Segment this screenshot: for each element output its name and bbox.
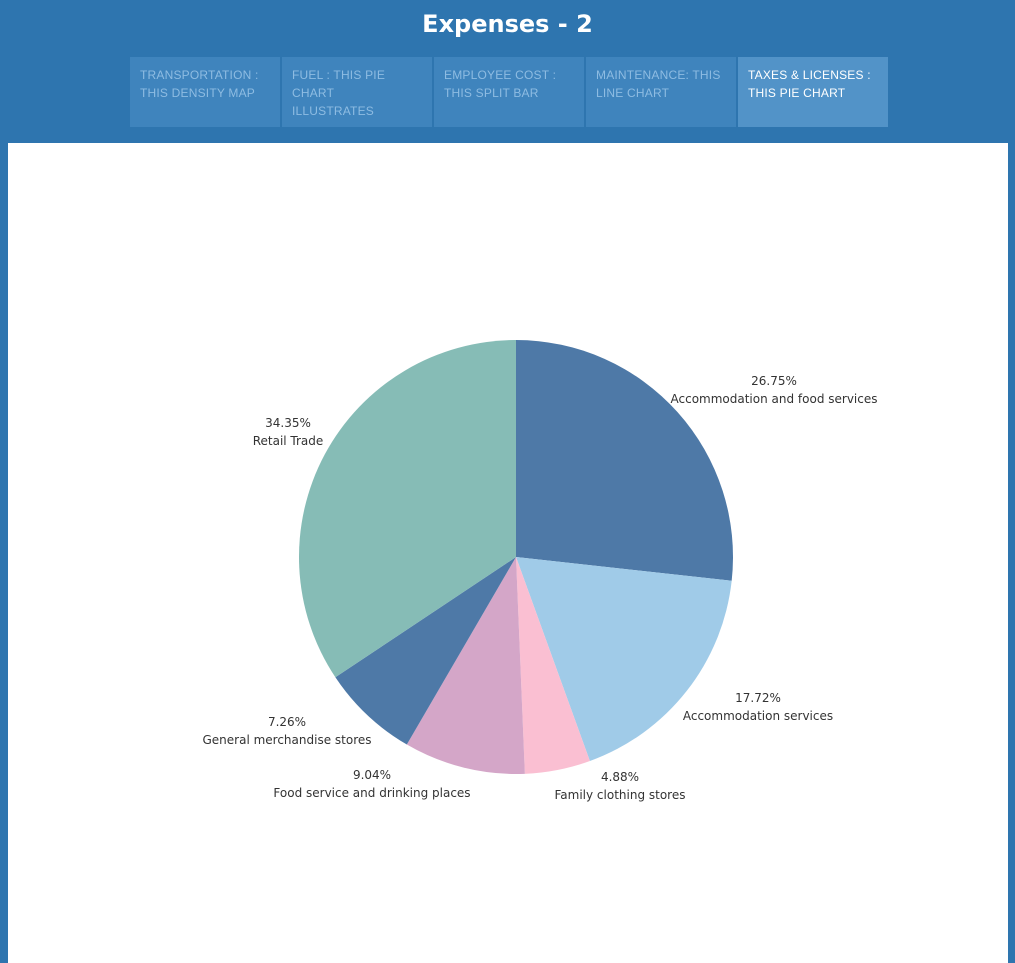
pie-slices [298,340,734,775]
slice-percent-label: 17.72% [735,691,781,705]
tab-label-line1: MAINTENANCE: THIS [596,68,721,82]
tab-label-line1: FUEL : THIS PIE CHART [292,68,386,100]
pie-slice[interactable] [298,340,516,678]
slice-percent-label: 4.88% [601,770,639,784]
pie-slice[interactable] [516,557,590,774]
slice-category-label: Food service and drinking places [273,786,470,800]
tab-label-line2: THIS DENSITY MAP [140,86,255,100]
tab-employee-cost[interactable]: EMPLOYEE COST : THIS SPLIT BAR [434,57,584,127]
pie-slice[interactable] [335,557,516,745]
tab-label-line1: TRANSPORTATION : [140,68,259,82]
tab-label-line1: TAXES & LICENSES : [748,68,871,82]
slice-category-label: Accommodation services [683,709,833,723]
tab-maintenance[interactable]: MAINTENANCE: THIS LINE CHART [586,57,736,127]
pie-slice[interactable] [516,340,734,581]
tab-transportation[interactable]: TRANSPORTATION : THIS DENSITY MAP [130,57,280,127]
slice-category-label: Accommodation and food services [671,392,878,406]
slice-category-label: Retail Trade [253,434,324,448]
slice-percent-label: 9.04% [353,768,391,782]
pie-slice[interactable] [406,557,525,775]
slice-category-label: Family clothing stores [555,788,686,802]
slice-percent-label: 34.35% [265,416,311,430]
chart-panel: 26.75% Accommodation and food services 17.… [8,143,1008,963]
slice-percent-label: 7.26% [268,715,306,729]
tab-label-line2: THIS PIE CHART [748,86,846,100]
tab-label-line2: THIS SPLIT BAR [444,86,539,100]
tab-label-line2: ILLUSTRATES [292,104,374,118]
slice-category-label: General merchandise stores [202,733,371,747]
pie-slice[interactable] [516,557,732,762]
slice-percent-label: 26.75% [751,374,797,388]
pie-chart: 26.75% Accommodation and food services 17.… [202,340,878,802]
page-title: Expenses - 2 [422,10,593,38]
tab-label-line2: LINE CHART [596,86,670,100]
tab-taxes-licenses[interactable]: TAXES & LICENSES : THIS PIE CHART [738,57,888,127]
tab-fuel[interactable]: FUEL : THIS PIE CHART ILLUSTRATES [282,57,432,127]
tab-label-line1: EMPLOYEE COST : [444,68,557,82]
pie-labels: 26.75% Accommodation and food services 17.… [202,374,877,802]
